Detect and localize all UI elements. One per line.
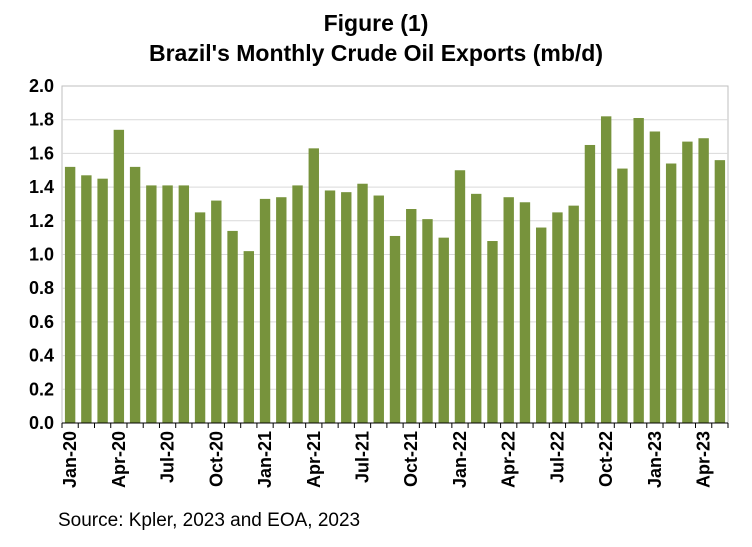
bar	[243, 251, 255, 423]
bar	[454, 170, 466, 423]
y-tick-label: 1.2	[29, 211, 54, 231]
bar	[357, 183, 368, 423]
bar	[146, 185, 157, 423]
bar	[211, 200, 222, 423]
x-tick-label: Jul-22	[547, 431, 567, 483]
bar	[81, 175, 92, 423]
bar	[276, 197, 287, 423]
bar	[194, 212, 206, 423]
bar	[438, 237, 449, 423]
y-tick-label: 2.0	[29, 76, 54, 96]
bar	[178, 185, 190, 423]
x-tick-label: Jan-20	[60, 431, 80, 488]
bar	[568, 205, 579, 423]
bar	[64, 166, 76, 423]
bar	[487, 241, 498, 423]
y-tick-label: 0.0	[29, 413, 54, 433]
x-tick-label: Oct-22	[596, 431, 616, 487]
bar	[324, 190, 336, 423]
y-tick-label: 0.6	[29, 312, 54, 332]
bar	[682, 141, 693, 424]
bar	[406, 209, 417, 423]
y-tick-label: 0.2	[29, 379, 54, 399]
bar	[341, 192, 352, 423]
x-tick-label: Apr-20	[109, 431, 129, 488]
x-tick-label: Jan-23	[645, 431, 665, 488]
bar	[389, 235, 401, 423]
bar	[649, 131, 661, 423]
source-note: Source: Kpler, 2023 and EOA, 2023	[58, 510, 361, 531]
bar	[552, 212, 563, 423]
y-tick-label: 1.0	[29, 245, 54, 265]
y-tick-label: 0.8	[29, 278, 54, 298]
y-tick-label: 1.4	[29, 177, 54, 197]
bar	[600, 116, 612, 423]
bar	[698, 138, 709, 424]
bar	[292, 185, 303, 423]
x-tick-label: Jul-21	[353, 431, 373, 483]
y-tick-label: 1.6	[29, 143, 54, 163]
bar	[503, 197, 514, 423]
bar	[373, 195, 384, 423]
x-tick-label: Apr-23	[694, 431, 714, 488]
x-tick-label: Oct-21	[401, 431, 421, 487]
bar	[633, 118, 644, 423]
x-tick-label: Jan-21	[255, 431, 275, 488]
bar	[519, 202, 531, 423]
bar	[113, 129, 125, 423]
x-tick-label: Apr-21	[304, 431, 324, 488]
x-tick-label: Apr-22	[499, 431, 519, 488]
bar	[129, 166, 141, 423]
y-tick-label: 1.8	[29, 110, 54, 130]
bar	[714, 160, 726, 423]
x-tick-label: Jan-22	[450, 431, 470, 488]
chart-title: Figure (1)	[323, 10, 429, 36]
x-tick-label: Jul-20	[158, 431, 178, 483]
bar	[471, 193, 482, 423]
bar	[97, 178, 108, 423]
bar	[227, 230, 238, 423]
bar	[584, 144, 596, 423]
chart-subtitle: Brazil's Monthly Crude Oil Exports (mb/d…	[148, 40, 603, 66]
bar	[259, 198, 271, 423]
bar	[665, 163, 677, 423]
bar	[422, 219, 433, 423]
bar	[162, 185, 173, 423]
bar	[535, 227, 547, 423]
y-tick-label: 0.4	[29, 346, 54, 366]
bar	[617, 168, 628, 423]
bar	[308, 148, 319, 423]
x-tick-label: Oct-20	[206, 431, 226, 487]
